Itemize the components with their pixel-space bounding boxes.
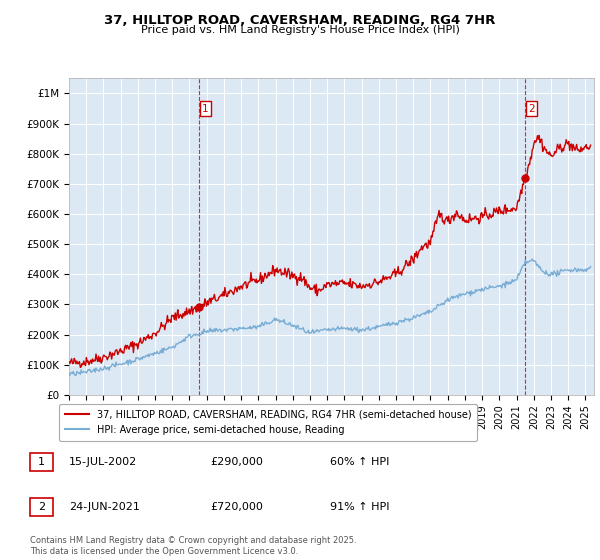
- Text: 60% ↑ HPI: 60% ↑ HPI: [330, 457, 389, 467]
- Text: 2: 2: [528, 104, 535, 114]
- Text: 24-JUN-2021: 24-JUN-2021: [69, 502, 140, 512]
- Text: 91% ↑ HPI: 91% ↑ HPI: [330, 502, 389, 512]
- Text: 2: 2: [38, 502, 45, 512]
- Text: Price paid vs. HM Land Registry's House Price Index (HPI): Price paid vs. HM Land Registry's House …: [140, 25, 460, 35]
- Text: £290,000: £290,000: [210, 457, 263, 467]
- Text: 15-JUL-2002: 15-JUL-2002: [69, 457, 137, 467]
- Text: £720,000: £720,000: [210, 502, 263, 512]
- Text: 37, HILLTOP ROAD, CAVERSHAM, READING, RG4 7HR: 37, HILLTOP ROAD, CAVERSHAM, READING, RG…: [104, 14, 496, 27]
- Text: 1: 1: [38, 457, 45, 467]
- Text: Contains HM Land Registry data © Crown copyright and database right 2025.
This d: Contains HM Land Registry data © Crown c…: [30, 536, 356, 556]
- Legend: 37, HILLTOP ROAD, CAVERSHAM, READING, RG4 7HR (semi-detached house), HPI: Averag: 37, HILLTOP ROAD, CAVERSHAM, READING, RG…: [59, 404, 477, 441]
- Text: 1: 1: [202, 104, 209, 114]
